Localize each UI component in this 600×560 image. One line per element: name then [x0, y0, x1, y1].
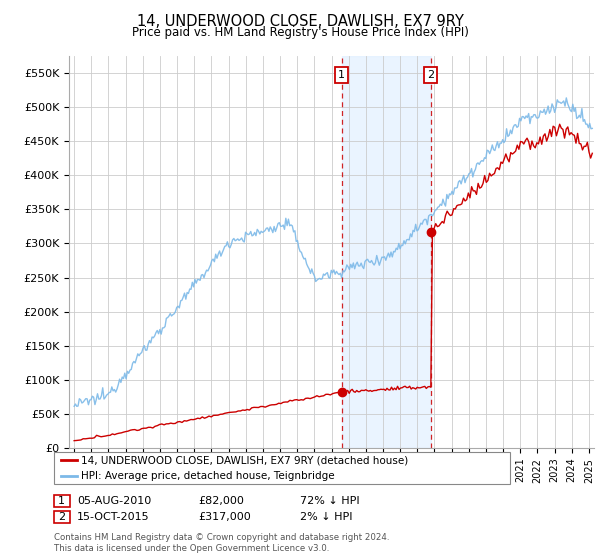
Text: HPI: Average price, detached house, Teignbridge: HPI: Average price, detached house, Teig…	[81, 471, 335, 481]
Bar	[341, 56, 431, 448]
Text: Price paid vs. HM Land Registry's House Price Index (HPI): Price paid vs. HM Land Registry's House …	[131, 26, 469, 39]
Text: 14, UNDERWOOD CLOSE, DAWLISH, EX7 9RY (detached house): 14, UNDERWOOD CLOSE, DAWLISH, EX7 9RY (d…	[81, 455, 408, 465]
Text: £82,000: £82,000	[198, 496, 244, 506]
Text: 14, UNDERWOOD CLOSE, DAWLISH, EX7 9RY: 14, UNDERWOOD CLOSE, DAWLISH, EX7 9RY	[137, 14, 463, 29]
Text: 15-OCT-2015: 15-OCT-2015	[77, 512, 149, 522]
Text: £317,000: £317,000	[198, 512, 251, 522]
Text: 2: 2	[427, 70, 434, 80]
Text: 1: 1	[338, 70, 345, 80]
Text: 72% ↓ HPI: 72% ↓ HPI	[300, 496, 359, 506]
Text: 2: 2	[58, 512, 65, 522]
Text: 1: 1	[58, 496, 65, 506]
Text: 2% ↓ HPI: 2% ↓ HPI	[300, 512, 353, 522]
Text: Contains HM Land Registry data © Crown copyright and database right 2024.
This d: Contains HM Land Registry data © Crown c…	[54, 533, 389, 553]
Text: 05-AUG-2010: 05-AUG-2010	[77, 496, 151, 506]
